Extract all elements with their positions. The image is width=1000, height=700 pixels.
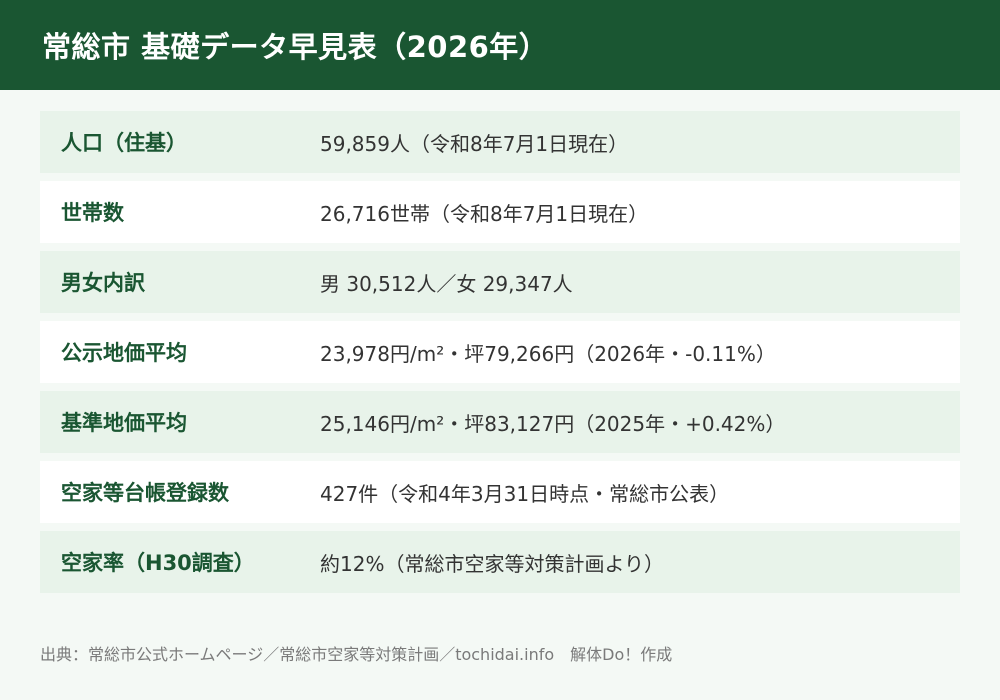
page-title: 常総市 基礎データ早見表（2026年）: [42, 30, 549, 64]
row-value: 男 30,512人／女 29,347人: [320, 271, 573, 296]
table-row-vacant-house-registry: 空家等台帳登録数 427件（令和4年3月31日時点・常総市公表）: [40, 461, 960, 523]
row-label: 公示地価平均: [61, 341, 187, 365]
row-label: 空家率（H30調査）: [61, 551, 255, 575]
table-row-official-land-price: 公示地価平均 23,978円/m²・坪79,266円（2026年・-0.11%）: [40, 321, 960, 383]
row-label: 世帯数: [61, 201, 124, 225]
table-row-benchmark-land-price: 基準地価平均 25,146円/m²・坪83,127円（2025年・+0.42%）: [40, 391, 960, 453]
row-label: 男女内訳: [61, 271, 145, 295]
table-row-gender-breakdown: 男女内訳 男 30,512人／女 29,347人: [40, 251, 960, 313]
table-row-households: 世帯数 26,716世帯（令和8年7月1日現在）: [40, 181, 960, 243]
row-value: 59,859人（令和8年7月1日現在）: [320, 131, 629, 156]
row-label: 人口（住基）: [61, 131, 187, 155]
row-label: 空家等台帳登録数: [61, 481, 229, 505]
source-footnote: 出典：常総市公式ホームページ／常総市空家等対策計画／tochidai.info …: [40, 645, 673, 664]
row-value: 約12%（常総市空家等対策計画より）: [320, 551, 665, 576]
row-label: 基準地価平均: [61, 411, 187, 435]
data-table: 人口（住基） 59,859人（令和8年7月1日現在） 世帯数 26,716世帯（…: [40, 111, 960, 601]
row-value: 25,146円/m²・坪83,127円（2025年・+0.42%）: [320, 411, 786, 436]
row-value: 23,978円/m²・坪79,266円（2026年・-0.11%）: [320, 341, 776, 366]
table-row-vacancy-rate: 空家率（H30調査） 約12%（常総市空家等対策計画より）: [40, 531, 960, 593]
table-row-population: 人口（住基） 59,859人（令和8年7月1日現在）: [40, 111, 960, 173]
row-value: 26,716世帯（令和8年7月1日現在）: [320, 201, 649, 226]
row-value: 427件（令和4年3月31日時点・常総市公表）: [320, 481, 730, 506]
header-banner: 常総市 基礎データ早見表（2026年）: [0, 0, 1000, 90]
